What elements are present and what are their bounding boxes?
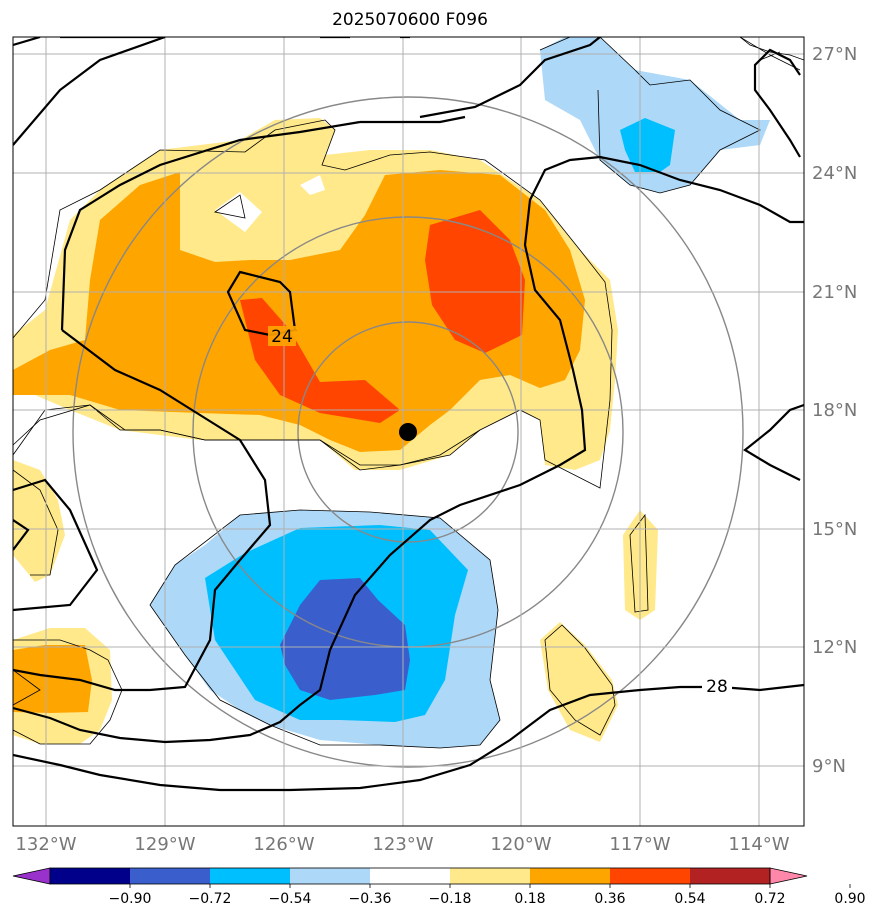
colorbar-segment <box>290 868 371 884</box>
colorbar-tick-label: 0.36 <box>594 891 625 907</box>
negative-anomaly-strong <box>280 578 410 700</box>
colorbar-segment <box>130 868 211 884</box>
positive-anomaly-red <box>425 210 525 353</box>
colorbar-labels: −0.90 −0.72 −0.54 −0.36 −0.18 0.18 0.36 0.54 0.7… <box>109 884 866 907</box>
lat-label: 18°N <box>812 400 857 421</box>
colorbar-tick-label: 0.54 <box>674 891 705 907</box>
lat-label: 12°N <box>812 637 857 658</box>
colorbar-tick-label: 0.18 <box>514 891 545 907</box>
colorbar-segment <box>450 868 531 884</box>
longitude-labels: 132°W 129°W 126°W 123°W 120°W 117°W 114°… <box>15 834 789 855</box>
lat-label: 15°N <box>812 519 857 540</box>
lon-label: 123°W <box>372 834 433 855</box>
colorbar-tick-label: −0.36 <box>349 891 392 907</box>
lon-label: 117°W <box>609 834 670 855</box>
lat-label: 21°N <box>812 282 857 303</box>
colorbar-extend-low <box>12 867 51 885</box>
map-frame <box>12 36 805 827</box>
sst-contours <box>13 37 804 792</box>
lon-label: 126°W <box>253 834 314 855</box>
lon-label: 129°W <box>134 834 195 855</box>
colorbar-extend-high <box>769 867 808 885</box>
lat-label: 24°N <box>812 163 857 184</box>
lon-label: 120°W <box>490 834 551 855</box>
colorbar-tick-label: 0.90 <box>834 891 865 907</box>
colorbar-segment <box>610 868 691 884</box>
colorbar-segment <box>210 868 291 884</box>
colorbar-tick-label: −0.54 <box>269 891 312 907</box>
storm-center-marker <box>399 423 417 441</box>
lat-label: 27°N <box>812 44 857 65</box>
colorbar-segment <box>530 868 611 884</box>
colorbar-segment <box>690 868 771 884</box>
contour-label-24: 24 <box>271 327 293 347</box>
colorbar-tick-label: −0.18 <box>429 891 472 907</box>
colorbar-segment <box>370 868 451 884</box>
colorbar-tick-label: −0.90 <box>109 891 152 907</box>
colorbar-segment <box>50 868 131 884</box>
colorbar-tick-label: 0.72 <box>754 891 785 907</box>
lon-label: 114°W <box>728 834 789 855</box>
lat-label: 9°N <box>812 756 846 777</box>
contour-label-28: 28 <box>706 677 728 697</box>
colorbar-tick-label: −0.72 <box>189 891 232 907</box>
latitude-labels: 27°N 24°N 21°N 18°N 15°N 12°N 9°N <box>812 44 857 777</box>
range-rings <box>72 96 744 768</box>
coastlines <box>13 37 804 706</box>
colorbar <box>12 867 808 885</box>
map-title: 2025070600 F096 <box>332 10 488 30</box>
lon-label: 132°W <box>15 834 76 855</box>
